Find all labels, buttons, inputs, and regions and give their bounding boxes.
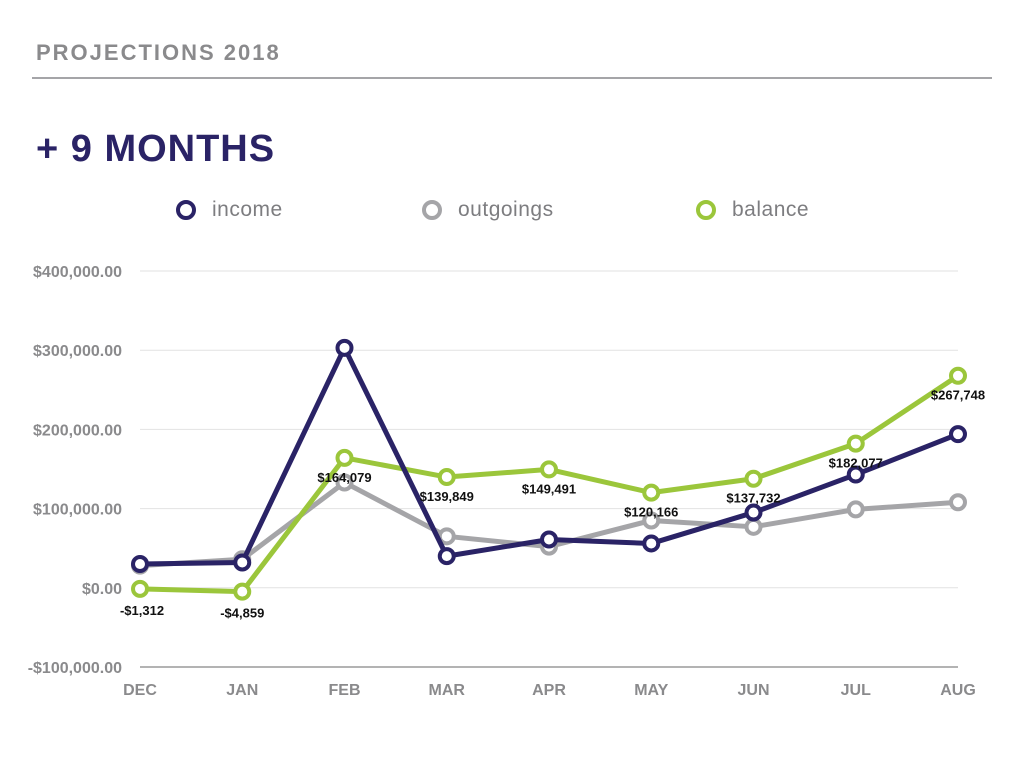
data-point-balance (642, 483, 661, 502)
y-tick-label: -$100,000.00 (28, 660, 122, 677)
legend-marker-outgoings-icon (422, 200, 442, 220)
data-label-balance: $139,849 (420, 489, 474, 504)
chart-headline: + 9 MONTHS (36, 128, 276, 170)
x-tick-label: MAY (634, 682, 668, 699)
data-point-balance (540, 460, 558, 479)
data-label-balance: $149,491 (522, 481, 576, 496)
y-tick-label: $200,000.00 (33, 422, 122, 439)
data-label-balance: $164,079 (317, 470, 371, 485)
data-point-income (131, 555, 149, 574)
legend-item-balance[interactable]: balance (696, 198, 809, 222)
legend-marker-income-icon (176, 200, 196, 220)
data-point-outgoings (642, 511, 661, 530)
y-tick-label: $300,000.00 (33, 343, 122, 360)
x-tick-label: APR (532, 682, 566, 699)
data-point-balance (233, 582, 252, 601)
data-point-outgoings (949, 493, 967, 512)
data-point-outgoings (846, 500, 865, 519)
series-balance (131, 366, 967, 601)
data-point-balance (335, 448, 354, 467)
data-point-balance (131, 579, 149, 598)
x-tick-label: FEB (329, 682, 361, 699)
legend-label-income: income (212, 198, 283, 221)
x-tick-label: JUN (737, 682, 769, 699)
data-point-income (540, 530, 558, 549)
data-point-income (846, 465, 865, 484)
data-point-balance (437, 468, 456, 487)
x-tick-label: DEC (123, 682, 157, 699)
data-label-balance: $182,077 (829, 456, 883, 471)
data-point-income (744, 503, 763, 522)
x-tick-label: MAR (429, 682, 466, 699)
data-label-balance: -$4,859 (220, 606, 264, 621)
data-point-income (335, 338, 354, 357)
data-point-balance (744, 469, 763, 488)
y-tick-label: $400,000.00 (33, 264, 122, 281)
title-divider (32, 77, 992, 79)
data-point-income (437, 547, 456, 566)
x-tick-label: JAN (226, 682, 258, 699)
data-label-balance: -$1,312 (120, 603, 164, 618)
data-point-income (949, 425, 967, 444)
data-point-income (642, 534, 661, 553)
data-label-balance: $120,166 (624, 505, 678, 520)
y-tick-label: $100,000.00 (33, 502, 122, 519)
data-point-balance (846, 434, 865, 453)
legend-item-outgoings[interactable]: outgoings (422, 198, 554, 222)
data-point-balance (949, 366, 967, 385)
legend-item-income[interactable]: income (176, 198, 283, 222)
series-income (131, 338, 967, 574)
page-title: PROJECTIONS 2018 (36, 40, 281, 65)
legend-marker-balance-icon (696, 200, 716, 220)
chart-legend: income outgoings balance (0, 198, 1024, 224)
x-tick-label: JUL (841, 682, 871, 699)
data-point-income (233, 553, 252, 572)
data-point-outgoings (744, 517, 763, 536)
x-tick-label: AUG (940, 682, 976, 699)
y-tick-label: $0.00 (82, 581, 122, 598)
data-label-balance: $267,748 (931, 388, 985, 403)
legend-label-balance: balance (732, 198, 810, 221)
legend-label-outgoings: outgoings (458, 198, 554, 221)
data-label-balance: $137,732 (726, 491, 780, 506)
data-point-outgoings (335, 473, 354, 492)
